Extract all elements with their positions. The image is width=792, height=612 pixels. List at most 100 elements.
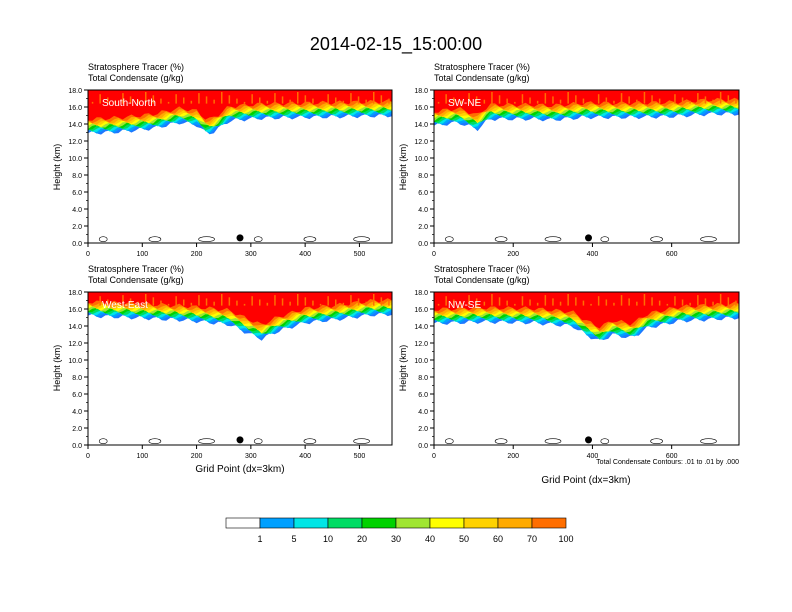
tracer-streak xyxy=(198,295,200,306)
condensate-contour xyxy=(700,438,717,445)
tracer-streak xyxy=(107,97,109,104)
condensate-contour xyxy=(303,438,317,445)
tracer-streak xyxy=(152,297,155,306)
tracer-streak xyxy=(689,302,691,306)
panel-0-header-line2: Total Condensate (g/kg) xyxy=(88,73,184,83)
tracer-streak xyxy=(304,95,307,104)
condensate-contour xyxy=(650,236,663,242)
tracer-streak xyxy=(380,297,383,306)
tracer-streak xyxy=(674,94,676,104)
colorbar-tick-label: 20 xyxy=(357,534,367,544)
y-tick-label: 14.0 xyxy=(68,324,82,331)
location-marker xyxy=(236,436,244,444)
x-tick-label: 0 xyxy=(86,251,90,258)
y-tick-label: 16.0 xyxy=(68,105,82,112)
condensate-contour xyxy=(544,438,562,445)
tracer-streak xyxy=(259,299,261,306)
x-tick-label: 400 xyxy=(587,251,599,258)
panel-0-ylabel: Height (km) xyxy=(52,144,62,191)
tracer-streak xyxy=(552,96,554,104)
tracer-streak xyxy=(628,298,630,306)
tracer-streak xyxy=(681,299,684,306)
colorbar-tick-label: 70 xyxy=(527,534,537,544)
tracer-streak xyxy=(567,92,569,104)
y-tick-label: 10.0 xyxy=(68,156,82,163)
tracer-streak xyxy=(213,301,215,306)
tracer-streak xyxy=(99,296,101,306)
tracer-streak xyxy=(145,92,147,104)
figure-title: 2014-02-15_15:00:00 xyxy=(310,34,482,55)
tracer-streak xyxy=(289,99,291,104)
condensate-contour xyxy=(198,236,215,242)
colorbar-tick-label: 5 xyxy=(291,534,296,544)
y-tick-label: 10.0 xyxy=(68,358,82,365)
tracer-streak xyxy=(658,300,661,306)
tracer-streak xyxy=(597,296,600,306)
y-tick-label: 18.0 xyxy=(68,290,82,297)
tracer-streak xyxy=(613,302,615,306)
tracer-streak xyxy=(327,296,329,306)
tracer-streak xyxy=(529,97,531,104)
colorbar-box-9 xyxy=(531,517,567,529)
y-tick-label: 16.0 xyxy=(414,105,428,112)
tracer-streak xyxy=(350,295,352,306)
colorbar-box-5 xyxy=(395,517,431,529)
tracer-streak xyxy=(91,101,94,104)
tracer-streak xyxy=(453,299,455,306)
tracer-streak xyxy=(460,302,463,306)
y-tick-label: 8.0 xyxy=(72,375,82,382)
tracer-streak xyxy=(514,303,516,306)
tracer-streak xyxy=(735,300,737,306)
tracer-streak xyxy=(107,299,109,306)
tracer-field xyxy=(434,292,739,445)
condensate-contour xyxy=(303,236,317,242)
panel-south-north: 0.0 2.0 4.0 6.0 8.0 10.0 12.0 14.0 16.0 18.0 0 100 2… xyxy=(68,88,393,258)
tracer-streak xyxy=(468,295,470,306)
condensate-contour xyxy=(98,438,108,445)
tracer-streak xyxy=(145,294,147,306)
tracer-band-11 xyxy=(434,292,739,329)
tracer-streak xyxy=(506,98,508,104)
tracer-streak xyxy=(498,297,501,306)
colorbar-tick-label: 40 xyxy=(425,534,435,544)
y-tick-label: 12.0 xyxy=(414,139,428,146)
tracer-streak xyxy=(114,302,117,306)
colorbar-box-0 xyxy=(225,517,261,529)
y-tick-label: 18.0 xyxy=(414,290,428,297)
tracer-streak xyxy=(357,298,360,306)
tracer-streak xyxy=(266,302,269,306)
tracer-streak xyxy=(697,93,699,104)
x-tick-label: 100 xyxy=(136,453,148,460)
tracer-streak xyxy=(266,100,269,104)
y-tick-label: 4.0 xyxy=(418,207,428,214)
y-tick-label: 14.0 xyxy=(68,122,82,129)
tracer-streak xyxy=(319,303,322,306)
condensate-contour xyxy=(600,438,610,445)
tracer-streak xyxy=(483,301,486,306)
tracer-streak xyxy=(437,303,440,306)
y-tick-label: 6.0 xyxy=(72,190,82,197)
tracer-streak xyxy=(319,101,322,104)
panel-2-header-line1: Stratosphere Tracer (%) xyxy=(88,264,184,274)
tracer-streak xyxy=(99,94,101,104)
tracer-streak xyxy=(453,97,455,104)
tracer-streak xyxy=(559,99,562,104)
tracer-streak xyxy=(727,95,730,104)
tracer-streak xyxy=(342,302,345,306)
y-tick-label: 12.0 xyxy=(68,139,82,146)
x-tick-label: 0 xyxy=(86,453,90,460)
colorbar-tick-label: 50 xyxy=(459,534,469,544)
tracer-streak xyxy=(342,100,345,104)
tracer-streak xyxy=(590,101,592,104)
condensate-contour xyxy=(98,236,108,242)
tracer-streak xyxy=(228,297,231,306)
y-tick-label: 8.0 xyxy=(418,173,428,180)
tracer-streak xyxy=(335,299,337,306)
colorbar-box-4 xyxy=(361,517,397,529)
tracer-streak xyxy=(582,98,585,104)
tracer-streak xyxy=(312,300,314,306)
tracer-streak xyxy=(651,297,653,306)
tracer-streak xyxy=(357,96,360,104)
tracer-streak xyxy=(475,298,478,306)
condensate-contour xyxy=(353,438,370,445)
